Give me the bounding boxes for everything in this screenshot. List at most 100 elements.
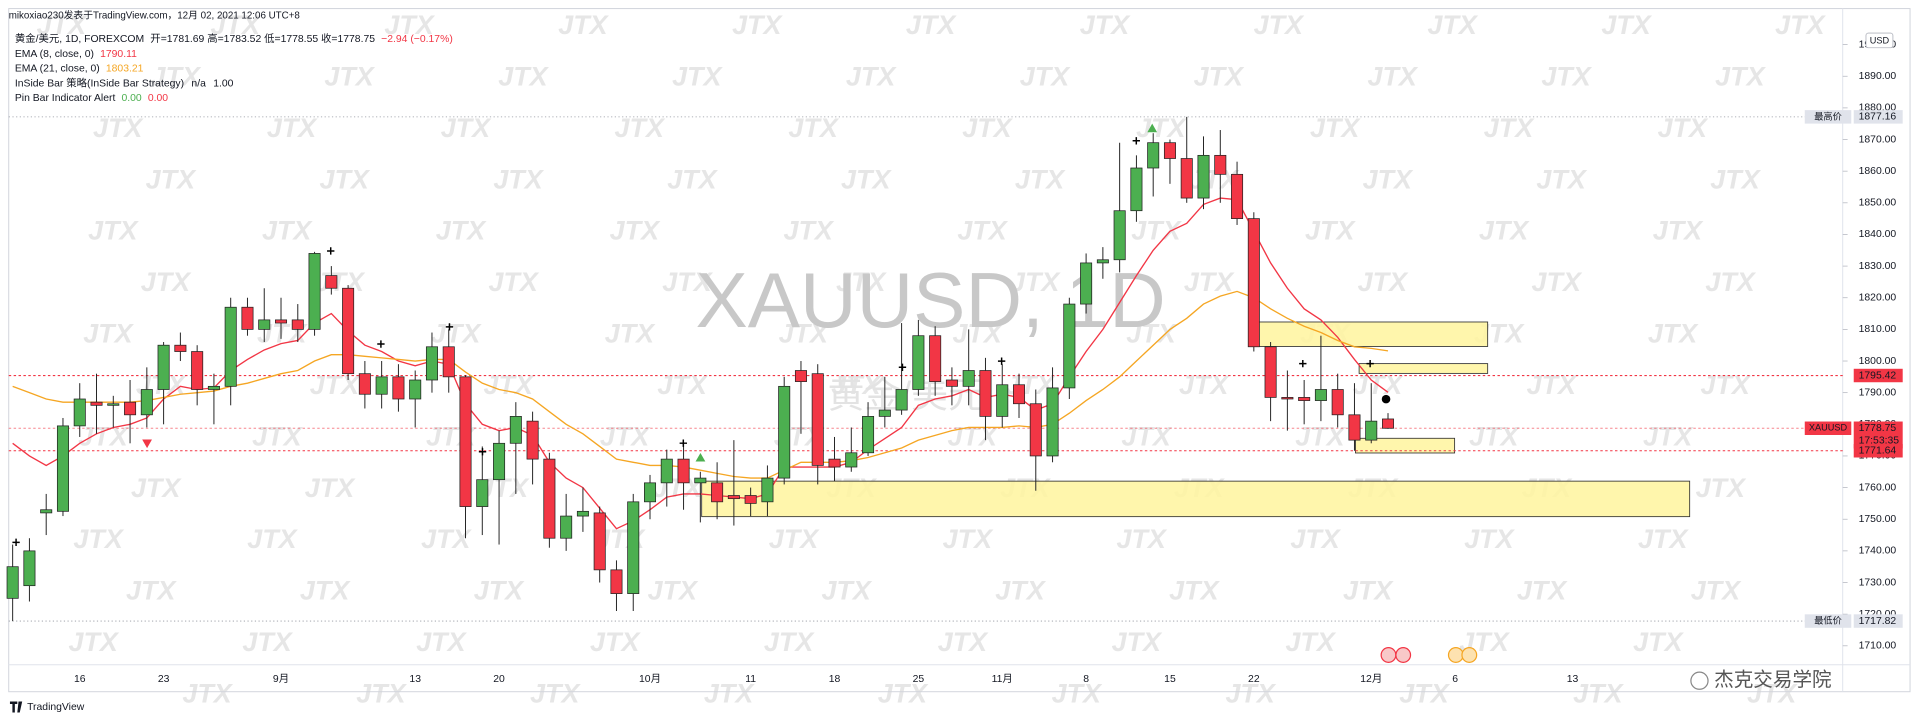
candle-body xyxy=(945,379,958,387)
logo-watermark: JTX xyxy=(615,113,666,143)
x-tick-label: 16 xyxy=(74,674,86,685)
logo-watermark: JTX xyxy=(1020,61,1071,91)
logo-watermark: JTX xyxy=(151,61,202,91)
candle-body xyxy=(778,385,791,479)
zone xyxy=(701,480,1691,518)
logo-watermark: JTX xyxy=(995,576,1046,606)
candle-body xyxy=(275,319,288,324)
logo-watermark: JTX xyxy=(841,164,892,194)
logo-watermark: JTX xyxy=(530,679,581,709)
event-icon xyxy=(1461,647,1478,663)
candle-body xyxy=(191,351,204,390)
logo-watermark: JTX xyxy=(764,627,815,657)
candle-body xyxy=(1365,420,1378,441)
symbol-legend: 黄金/美元, 1D, FOREXCOM 开=1781.69 高=1783.52 低… xyxy=(15,32,453,45)
zone xyxy=(1257,321,1489,347)
currency-box xyxy=(1865,32,1894,49)
logo-watermark: JTX xyxy=(769,524,820,554)
event-icon xyxy=(1380,647,1397,663)
price-label: 1795.42 xyxy=(1859,370,1897,381)
logo-watermark: JTX xyxy=(384,10,435,40)
logo-watermark: JTX xyxy=(878,679,929,709)
logo-watermark: JTX xyxy=(436,216,487,246)
candle-body xyxy=(727,495,740,500)
candle-body xyxy=(761,477,774,503)
logo-watermark: JTX xyxy=(938,627,989,657)
logo-watermark: JTX xyxy=(672,61,723,91)
symbol: 黄金/美元, 1D, FOREXCOM xyxy=(15,32,144,45)
logo-watermark: JTX xyxy=(846,61,897,91)
price-label-box xyxy=(1853,614,1903,628)
event-icon xyxy=(1447,647,1464,663)
author-watermark: 杰克交易学院 xyxy=(1714,669,1831,691)
logo-watermark: JTX xyxy=(662,267,713,297)
candle-body xyxy=(258,319,271,330)
candle-body xyxy=(73,398,86,427)
logo-watermark: JTX xyxy=(493,164,544,194)
logo-watermark: JTX xyxy=(252,421,303,451)
x-tick-label: 11月 xyxy=(992,673,1013,685)
candle-body xyxy=(1080,262,1093,305)
logo-watermark: JTX xyxy=(1469,421,1520,451)
candle-body xyxy=(40,509,53,514)
x-tick-label: 10月 xyxy=(639,673,661,685)
indicator-name: InSide Bar 策略(InSide Bar Strategy) xyxy=(15,76,184,89)
zone xyxy=(1358,363,1489,374)
y-tick-label: 1740.00 xyxy=(1859,546,1897,557)
logo-watermark: JTX xyxy=(182,679,233,709)
price-label-box xyxy=(1853,110,1903,124)
logo-watermark: JTX xyxy=(704,679,755,709)
logo-watermark: JTX xyxy=(1484,113,1535,143)
logo-watermark: JTX xyxy=(310,370,361,400)
logo-watermark: JTX xyxy=(957,216,1008,246)
logo-watermark: JTX xyxy=(416,627,467,657)
brand-logo xyxy=(9,701,23,713)
candle-body xyxy=(644,482,657,503)
candle-body xyxy=(124,401,137,416)
logo-watermark: JTX xyxy=(315,267,366,297)
candle-body xyxy=(828,458,841,468)
logo-watermark: JTX xyxy=(1643,421,1694,451)
indicator-value: 0.00 xyxy=(148,93,168,104)
logo-watermark: JTX xyxy=(1290,524,1341,554)
logo-watermark: JTX xyxy=(1427,10,1478,40)
candle-body xyxy=(174,344,187,352)
ohlc: 开=1781.69 高=1783.52 低=1778.55 收=1778.75 xyxy=(150,32,375,45)
logo-watermark: JTX xyxy=(1254,10,1305,40)
x-tick-label: 9月 xyxy=(273,673,289,685)
candle-body xyxy=(392,376,405,400)
candle-body xyxy=(543,458,556,539)
indicator-value: 1.00 xyxy=(213,78,233,89)
logo-watermark: JTX xyxy=(836,267,887,297)
logo-watermark: JTX xyxy=(319,164,370,194)
logo-watermark: JTX xyxy=(1136,113,1187,143)
x-tick-label: 13 xyxy=(1567,674,1579,685)
candle-body xyxy=(962,370,975,387)
candle-body xyxy=(1382,418,1395,429)
logo-watermark: JTX xyxy=(1285,627,1336,657)
logo-watermark: JTX xyxy=(1010,267,1061,297)
price-label-box xyxy=(1853,421,1903,449)
chart-frame xyxy=(8,8,1911,693)
candle-body xyxy=(560,515,573,539)
candle-body xyxy=(1029,403,1042,457)
y-tick-label: 1730.00 xyxy=(1859,577,1897,588)
logo-watermark: JTX xyxy=(1479,216,1530,246)
indicator-name: Pin Bar Indicator Alert xyxy=(15,93,116,104)
candle-body xyxy=(1314,389,1327,401)
candle-body xyxy=(593,512,606,571)
candle-body xyxy=(1130,167,1143,212)
legend-name: EMA (21, close, 0) xyxy=(15,63,100,74)
logo-watermark: JTX xyxy=(1638,524,1689,554)
logo-watermark: JTX xyxy=(1126,319,1177,349)
logo-watermark: JTX xyxy=(1112,627,1163,657)
ema-legend: EMA (21, close, 0) 1803.21 xyxy=(15,63,144,74)
logo-watermark: JTX xyxy=(1633,627,1684,657)
axes: 1710.001720.001730.001740.001750.001760.… xyxy=(74,39,1903,685)
logo-watermark: JTX xyxy=(784,216,835,246)
logo-watermark: JTX xyxy=(488,267,539,297)
logo-watermark: JTX xyxy=(1601,10,1652,40)
x-tick-label: 15 xyxy=(1164,674,1176,685)
